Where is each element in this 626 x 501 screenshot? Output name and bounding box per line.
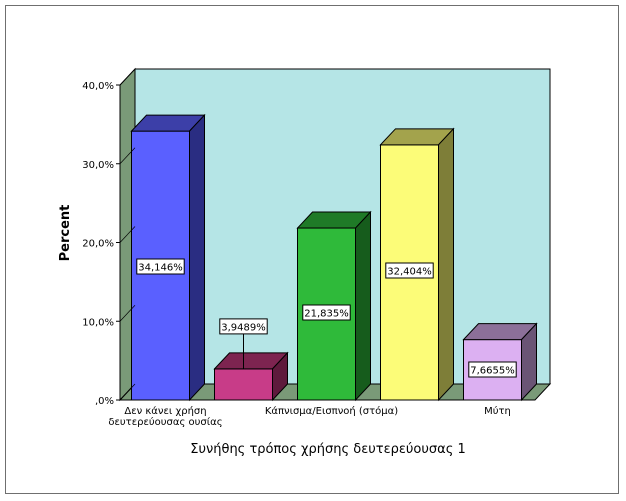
grid-diagonal <box>119 68 136 86</box>
x-tick-label: δευτερεύουσας ουσίας <box>108 416 222 428</box>
y-tick-label: 20,0% <box>82 239 114 250</box>
data-label-box <box>219 318 268 335</box>
y-tick-label: 10,0% <box>82 317 114 328</box>
y-axis-title: Percent <box>58 205 73 262</box>
x-tick-label: Δεν κάνει χρήση <box>124 405 206 417</box>
x-axis-title: Συνήθης τρόπος χρήσης δευτερεύουσας 1 <box>190 442 465 457</box>
y-tick-label: ,0% <box>95 396 114 407</box>
data-label: 21,835% <box>304 309 349 320</box>
bar-side <box>438 127 454 402</box>
bar <box>214 368 273 401</box>
data-label-box <box>136 258 185 275</box>
data-label: 32,404% <box>387 267 432 278</box>
data-label: 34,146% <box>138 263 183 274</box>
grid-diagonal <box>119 305 136 322</box>
x-tick-label: Κάπνισμα/Εισπνοή (στόμα) <box>265 405 398 417</box>
bar-side <box>521 322 537 402</box>
grid-diagonal <box>119 226 136 243</box>
bar-side <box>272 351 288 402</box>
x-tick-label: Μύτη <box>484 405 511 417</box>
grid-diagonal <box>119 147 136 164</box>
data-label: 3,9489% <box>221 322 266 333</box>
grid-diagonal <box>119 383 136 401</box>
y-tick-label: 40,0% <box>82 81 114 92</box>
y-tick-label: 30,0% <box>82 160 114 171</box>
bar-side <box>355 210 371 402</box>
bar-side <box>189 113 205 402</box>
data-label-box <box>385 262 434 279</box>
data-label-box <box>302 304 351 321</box>
data-label: 7,6655% <box>470 366 515 377</box>
data-label-box <box>468 361 517 378</box>
